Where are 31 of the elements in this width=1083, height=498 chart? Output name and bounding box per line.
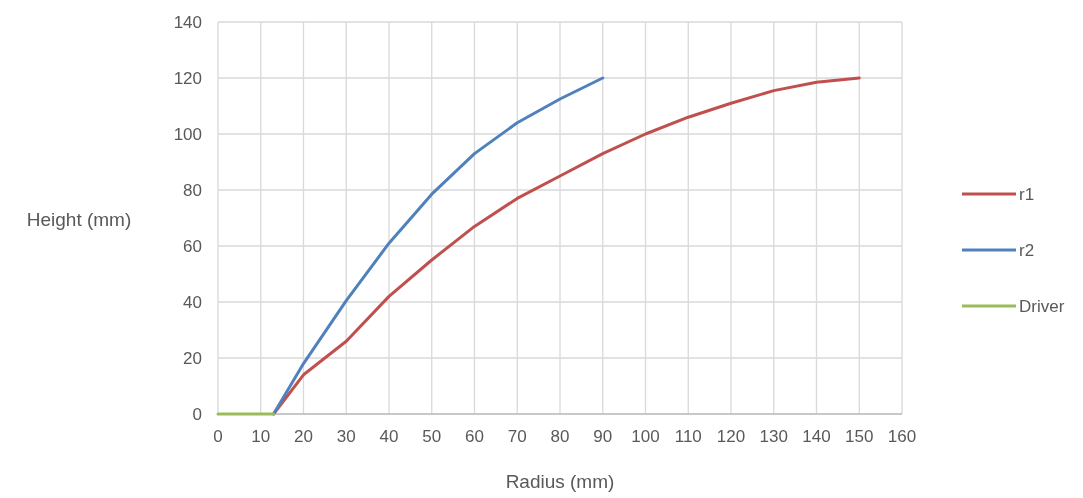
y-tick-label: 120: [173, 68, 202, 88]
x-tick-label: 130: [759, 427, 788, 446]
x-tick-label: 90: [593, 427, 613, 446]
x-tick-label: 20: [294, 427, 313, 446]
x-tick-label: 80: [550, 427, 570, 446]
y-tick-label: 60: [183, 236, 202, 256]
y-tick-label: 140: [173, 12, 202, 32]
x-tick-label: 110: [674, 427, 702, 446]
legend-label: r1: [1019, 184, 1035, 204]
y-tick-label: 100: [173, 124, 202, 144]
x-axis-title: Radius (mm): [505, 471, 615, 492]
x-tick-label: 150: [845, 427, 874, 446]
legend-label: Driver: [1019, 296, 1065, 316]
x-tick-label: 30: [336, 427, 356, 446]
y-tick-label: 0: [192, 404, 202, 424]
legend-label: r2: [1019, 240, 1035, 260]
x-tick-label: 140: [802, 427, 831, 446]
line-series: [272, 76, 605, 416]
x-tick-label: 70: [507, 427, 527, 446]
y-tick-label: 80: [183, 180, 202, 200]
x-tick-label: 120: [716, 427, 746, 446]
x-tick-label: 60: [465, 427, 484, 446]
x-tick-label: 40: [379, 427, 399, 446]
y-axis-title: Height (mm): [26, 208, 132, 230]
x-tick-label: 0: [213, 427, 223, 446]
x-tick-label: 160: [887, 427, 917, 446]
y-tick-label: 20: [183, 348, 202, 368]
y-tick-label: 40: [183, 292, 202, 312]
x-tick-label: 10: [251, 427, 271, 446]
x-tick-label: 100: [631, 427, 660, 446]
x-tick-label: 50: [422, 427, 442, 446]
